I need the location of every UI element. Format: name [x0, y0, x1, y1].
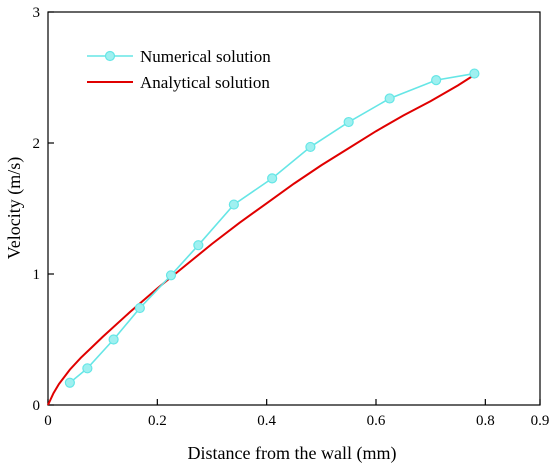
y-tick-label: 2 — [33, 136, 41, 152]
y-axis-title: Velocity (m/s) — [4, 157, 25, 259]
tick-labels: 0 0.2 0.4 0.6 0.8 0.9 0 1 2 3 — [33, 5, 550, 429]
series-layer — [47, 68, 480, 406]
x-tick-label: 0.4 — [257, 413, 276, 429]
data-point — [193, 240, 204, 251]
x-tick-label: 0 — [44, 413, 52, 429]
plot-frame — [47, 11, 541, 406]
data-point — [267, 173, 278, 184]
data-point — [165, 270, 177, 281]
x-axis-title: Distance from the wall (mm) — [188, 443, 397, 464]
data-point — [305, 141, 316, 153]
series-line-numerical — [69, 72, 475, 384]
x-tick-label: 0.8 — [476, 413, 495, 429]
data-point — [134, 302, 145, 314]
ticks — [47, 11, 541, 406]
legend-label-analytical: Analytical solution — [140, 73, 270, 92]
series-line-analytical — [47, 74, 475, 406]
data-point — [228, 199, 239, 210]
data-point — [469, 68, 480, 79]
y-tick-label: 3 — [33, 5, 41, 21]
y-tick-label: 0 — [33, 398, 41, 414]
x-tick-label: 0.9 — [531, 413, 550, 429]
data-point — [384, 93, 395, 104]
data-point — [64, 377, 75, 388]
legend-label-numerical: Numerical solution — [140, 47, 271, 66]
x-tick-label: 0.2 — [148, 413, 167, 429]
data-point — [108, 334, 119, 345]
y-tick-label: 1 — [33, 267, 41, 283]
data-point — [343, 116, 354, 128]
data-point — [431, 75, 442, 86]
legend: Numerical solution Analytical solution — [87, 47, 271, 92]
legend-marker-numerical — [104, 50, 116, 62]
x-tick-label: 0.6 — [367, 413, 386, 429]
data-point — [82, 363, 93, 374]
